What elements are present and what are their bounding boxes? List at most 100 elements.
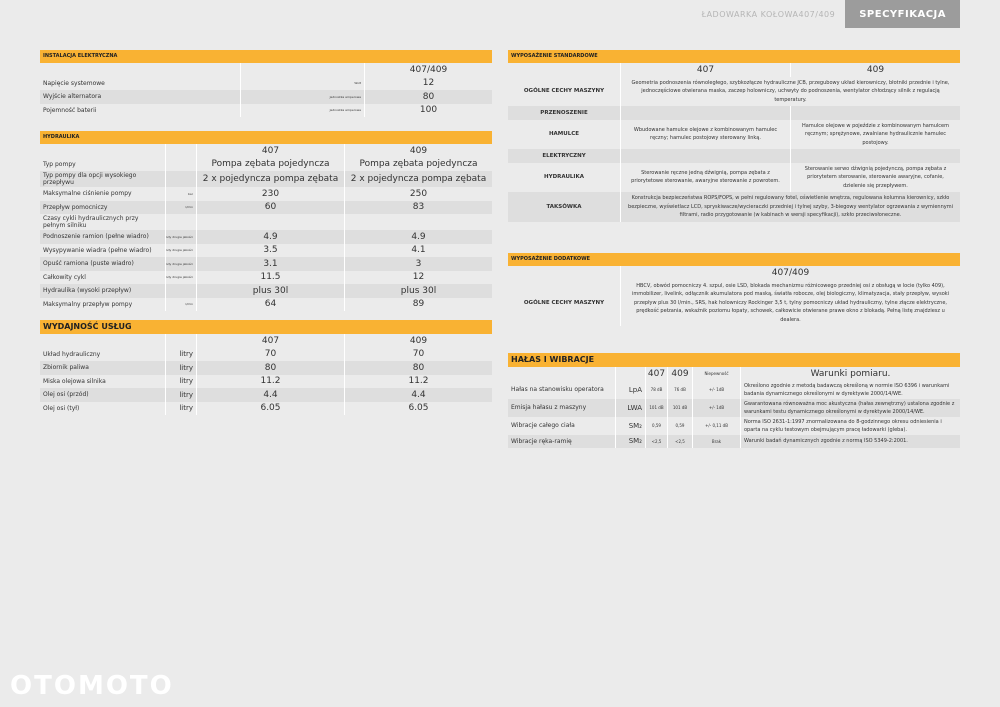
cell: litry [165,361,196,375]
cell: 230 [196,187,344,201]
cell: 4.9 [196,230,344,244]
cell: 60 [196,200,344,214]
page-header: ŁADOWARKA KOŁOWA 407/409 SPECYFIKACJA [702,0,960,28]
empty-cell [165,157,196,171]
watermark: OTOMOTO [10,671,174,701]
cell: 3 [344,257,492,271]
cell: 4.1 [344,243,492,257]
spec-section: WYPOSAŻENIE DODATKOWE 407/409 OGÓLNE CECHY… [508,253,960,326]
cell: Maksymalne ciśnienie pompy [43,190,132,198]
cell: 0,59 [645,416,667,435]
cell: SM₂ [615,416,645,435]
cell: Wbudowane hamulce olejowe z kombinowanym… [620,119,790,149]
cell: Konstrukcja bezpieczeństwa ROPS/FOPS, w … [620,192,960,222]
table-row: HYDRAULIKA Sterowanie ręczne jedną dźwign… [508,162,960,192]
cell: 0,59 [667,416,692,435]
section-title: WYDAJNOŚĆ USŁUG [40,320,492,334]
table-row: Wysypywanie wiadra (pełne wiadro) Sekundy… [40,243,492,257]
cell: Sekundy drugie jakości [165,230,196,244]
header-row: 407 409 [508,63,960,77]
table-row: Miska olejowa silnika litry 11.2 11.2 [40,374,492,388]
cell: 409 [667,367,692,381]
header-row: 407 409 [40,144,492,158]
empty-cell [165,334,196,348]
cell: ELEKTRYCZNY [542,152,586,159]
cell: 11.2 [196,374,344,388]
table-row: Typ pompy dla opcji wysokiego przepływu 2… [40,171,492,187]
empty-cell [790,149,960,163]
table-row: PRZENOSZENIE [508,106,960,120]
table-row: Emisja hałasu z maszyny LWA 101 dB 101 dB +/… [508,398,960,417]
cell: 12 [364,76,492,90]
cell: 407/409 [364,63,492,77]
cell: 409 [344,144,492,158]
cell: Całkowity cykl [43,273,86,281]
table-row: ELEKTRYCZNY [508,149,960,163]
cell: Opuść ramiona (puste wiadro) [43,260,134,268]
cell: LpA [615,380,645,399]
cell: Sekundy drugie jakości [165,257,196,271]
cell: Olej osi (tył) [43,404,80,412]
table-row: Wyjście alternatora Jednostka amperowa 80 [40,90,492,104]
cell: Brak [692,434,740,448]
cell: 12 [344,270,492,284]
spec-section: HYDRAULIKA 407 409 Typ pompy Pompa zębata po… [40,131,492,311]
cell: 3.1 [196,257,344,271]
empty-cell [165,284,196,298]
cell: Norma ISO 2631-1:1997 znormalizowana do … [740,416,960,435]
empty-cell [620,149,790,163]
model: 407/409 [798,9,836,19]
table-row: Napięcie systemowe Wolt 12 [40,76,492,90]
cell: 83 [344,200,492,214]
cell: 101 dB [667,398,692,417]
cell: litry [165,374,196,388]
cell: Czasy cykli hydraulicznych przy pełnym s… [43,215,139,229]
cell: litry [165,388,196,402]
cell: 409 [344,334,492,348]
cell: Maksymalny przepływ pompy [43,300,133,308]
empty-cell [165,144,196,158]
cell: Miska olejowa silnika [43,377,106,385]
cell: 78 dB [645,380,667,399]
header-row: 407 409 [40,334,492,348]
header-row: 407/409 [40,63,492,77]
table-row: Typ pompy Pompa zębata pojedyncza Pompa zę… [40,157,492,171]
cell: 407 [620,63,790,77]
table-row: Pojemność baterii Jednostka amperowa 100 [40,103,492,117]
cell: Gwarantowana równoważna moc akustyczna (… [740,398,960,417]
cell: +/- 1dB [692,398,740,417]
empty-cell [240,63,364,77]
cell: 70 [344,347,492,361]
spec-section: INSTALACJA ELEKTRYCZNA 407/409 Napięcie sy… [40,50,492,117]
cell: 409 [790,63,960,77]
cell: Sterowanie ręczne jedną dźwignią, pompa … [620,162,790,192]
cell: Pompa zębata pojedyncza [344,157,492,171]
cell: 407/409 [620,266,960,280]
empty-cell [615,367,645,381]
section-title: WYPOSAŻENIE DODATKOWE [508,253,960,266]
empty-cell [165,171,196,187]
cell: Hałas na stanowisku operatora [511,386,604,393]
cell: <2,5 [667,434,692,448]
cell: Napięcie systemowe [43,79,105,87]
cell: 64 [196,297,344,311]
cell: Zbiornik paliwa [43,364,89,372]
cell: plus 30l [344,284,492,298]
cell: Pojemność baterii [43,106,97,114]
spec-section: WYDAJNOŚĆ USŁUG 407 409 Układ hydrauliczny l… [40,320,492,415]
cell: 6.05 [344,401,492,415]
cell: Przepływ pomocniczy [43,203,108,211]
cell: OGÓLNE CECHY MASZYNY [523,88,605,95]
table-row: Całkowity cykl Sekundy drugie jakości11.5… [40,270,492,284]
empty-cell [344,214,492,230]
cell: 407 [196,334,344,348]
cell: 101 dB [645,398,667,417]
cell: l/min [165,297,196,311]
section-title: WYPOSAŻENIE STANDARDOWE [508,50,960,63]
cell: litry [165,347,196,361]
cell: +/- 1dB [692,380,740,399]
cell: Warunki pomiaru. [740,367,960,381]
spec-section: HAŁAS I WIBRACJE 407 409 Niepewność Warunki … [508,353,960,448]
cell: Hydraulika (wysoki przepływ) [43,287,132,295]
